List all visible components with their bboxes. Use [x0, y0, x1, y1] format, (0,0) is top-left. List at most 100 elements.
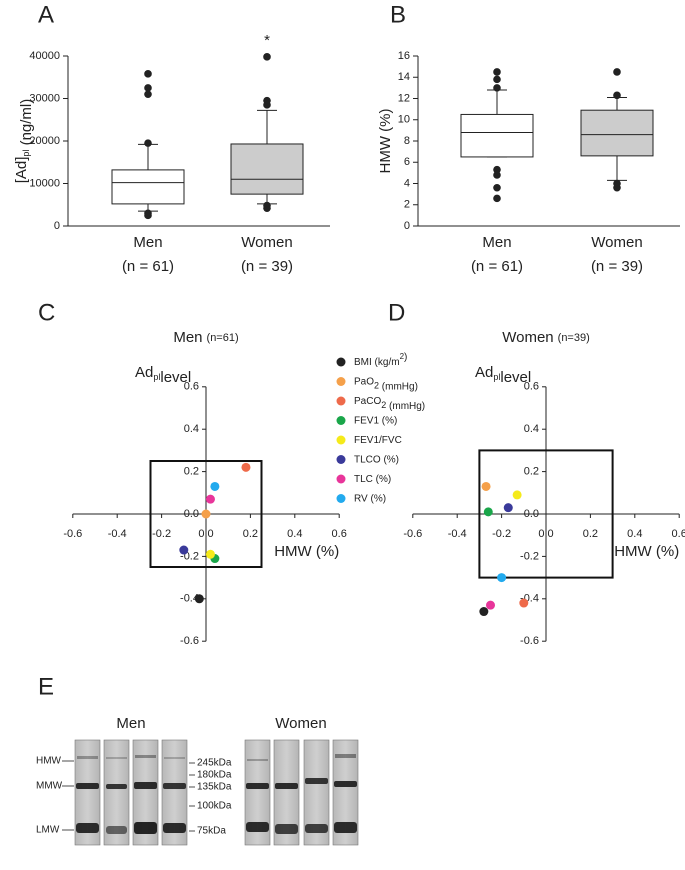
- legend-swatch: [336, 455, 346, 464]
- outlier: [144, 70, 152, 78]
- text-part: [Ad]: [13, 157, 30, 184]
- western-blot: E Men Women HMW MMW LMW 245kDa 180kDa 13…: [36, 673, 359, 846]
- box: [580, 109, 654, 157]
- text-part: level: [160, 369, 191, 386]
- title-sub: (n=39): [558, 332, 590, 344]
- y-tick-label: 0.0: [524, 508, 539, 520]
- marker-label: 180kDa: [197, 770, 232, 781]
- outlier: [613, 91, 621, 100]
- point: [497, 573, 507, 583]
- panel-letter: A: [38, 1, 54, 28]
- legend-label: FEV1 (%): [354, 415, 397, 426]
- x-tick-label: 0.6: [332, 528, 347, 540]
- panel-letter: D: [388, 299, 405, 326]
- outlier: [493, 183, 501, 192]
- point: [519, 598, 529, 608]
- outlier: [493, 171, 501, 179]
- subscript: pl: [153, 372, 160, 382]
- category-count: (n = 39): [591, 258, 643, 275]
- text-part: (mmHg): [379, 381, 418, 392]
- point: [205, 549, 215, 559]
- y-tick-label: -0.6: [180, 635, 199, 647]
- x-tick-label: Men: [482, 234, 511, 251]
- outlier: [263, 53, 271, 61]
- highlight-box: [478, 449, 614, 579]
- x-tick-label: Women: [591, 234, 642, 251]
- x-tick-label: 0.2: [243, 528, 258, 540]
- legend-label: TLCO (%): [354, 454, 399, 465]
- y-tick-label: 40000: [29, 50, 60, 62]
- y-tick-label: 14: [398, 71, 410, 83]
- text-part: TLCO (%): [354, 454, 399, 465]
- x-tick-label: 0.6: [672, 528, 685, 540]
- x-tick-label: Men: [133, 234, 162, 251]
- title-sub: (n=61): [207, 332, 239, 344]
- legend-swatch: [336, 377, 346, 386]
- legend-label: BMI (kg/m2): [354, 352, 407, 368]
- y-axis-label: Adpllevel: [475, 364, 531, 386]
- marker-label: 75kDa: [197, 826, 226, 837]
- category-count: (n = 61): [122, 258, 174, 275]
- outlier: [263, 96, 271, 105]
- text-part: FEV1 (%): [354, 415, 397, 426]
- highlight-box: [149, 460, 263, 568]
- x-tick-label: 0.4: [627, 528, 642, 540]
- box: [111, 169, 185, 205]
- legend-label: RV (%): [354, 493, 386, 504]
- text-part: FEV1/FVC: [354, 435, 402, 446]
- text-part: BMI (kg/m: [354, 357, 400, 368]
- y-tick-label: 0.2: [524, 466, 539, 478]
- annotation: *: [264, 32, 270, 49]
- text-part: (mmHg): [386, 401, 425, 412]
- legend-label: PaCO2 (mmHg): [354, 396, 425, 412]
- y-tick-label: 0.4: [524, 423, 539, 435]
- text-part: ): [404, 352, 407, 363]
- point: [210, 481, 220, 491]
- y-tick-label: 12: [398, 92, 410, 104]
- point: [194, 594, 204, 604]
- outlier: [493, 75, 501, 84]
- panel-letter: E: [38, 673, 54, 700]
- outlier: [493, 165, 501, 174]
- panel-letter: B: [390, 1, 406, 28]
- x-tick-label: Women: [241, 234, 292, 251]
- y-tick-label: -0.6: [520, 635, 539, 647]
- bands: [76, 754, 357, 834]
- marker-label: 245kDa: [197, 758, 232, 769]
- x-tick-label: -0.4: [448, 528, 467, 540]
- box: [460, 113, 534, 158]
- outlier: [263, 201, 271, 210]
- point: [483, 507, 493, 517]
- outlier: [613, 179, 621, 188]
- point: [512, 490, 522, 500]
- y-tick-label: 4: [404, 177, 410, 189]
- x-tick-label: 0.2: [583, 528, 598, 540]
- outlier: [493, 194, 501, 203]
- text-part: RV (%): [354, 493, 386, 504]
- y-tick-label: 6: [404, 156, 410, 168]
- text-part: PaCO: [354, 396, 381, 407]
- y-tick-label: -0.2: [520, 550, 539, 562]
- outlier: [144, 209, 152, 218]
- category-count: (n = 39): [241, 258, 293, 275]
- group-label: Women: [275, 715, 326, 732]
- y-tick-label: 0.4: [184, 423, 199, 435]
- outlier: [144, 84, 152, 92]
- text-part: TLC (%): [354, 474, 391, 485]
- x-tick-label: -0.4: [108, 528, 127, 540]
- legend-label: TLC (%): [354, 474, 391, 485]
- y-tick-label: 0: [404, 220, 410, 232]
- superscript: 2: [400, 352, 405, 361]
- y-tick-label: 16: [398, 50, 410, 62]
- point: [503, 503, 513, 513]
- title-main: Women: [502, 329, 553, 346]
- outlier: [493, 84, 501, 92]
- point: [205, 494, 215, 504]
- x-axis-label: HMW (%): [614, 543, 679, 560]
- marker-label: 100kDa: [197, 801, 232, 812]
- y-tick-label: 2: [404, 199, 410, 211]
- y-tick-label: 10000: [29, 177, 60, 189]
- outlier: [144, 90, 152, 99]
- legend-swatch: [336, 357, 346, 367]
